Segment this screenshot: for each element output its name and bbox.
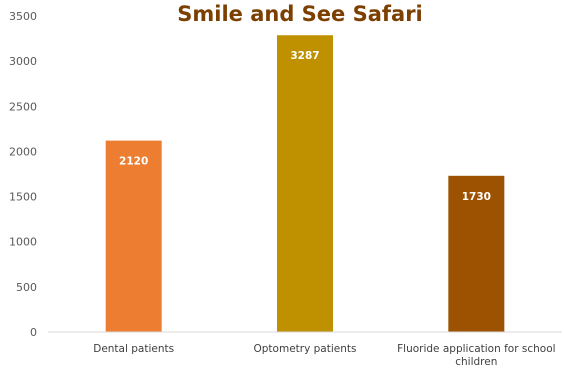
y-tick-label: 1000 — [9, 236, 37, 249]
y-tick-label: 3500 — [9, 10, 37, 23]
y-tick-label: 1500 — [9, 191, 37, 204]
bars: 2120 3287 1730 — [105, 35, 505, 332]
bar — [277, 35, 333, 332]
x-axis: Dental patients Optometry patients Fluorid… — [48, 331, 562, 368]
data-label: 3287 — [290, 50, 319, 62]
chart-title: Smile and See Safari — [177, 2, 423, 26]
data-label: 1730 — [462, 191, 491, 203]
x-tick-label: Optometry patients — [254, 343, 357, 355]
x-tick-label: Fluoride application for school — [397, 343, 555, 355]
data-label: 2120 — [119, 156, 148, 168]
x-tick-label: children — [455, 356, 497, 368]
y-tick-label: 2000 — [9, 145, 37, 158]
bar — [448, 175, 505, 332]
x-tick-label: Dental patients — [93, 343, 174, 355]
y-tick-label: 500 — [16, 281, 37, 294]
y-tick-label: 0 — [30, 326, 37, 339]
y-axis: 0 500 1000 1500 2000 2500 3000 3500 — [9, 10, 37, 339]
y-tick-label: 3000 — [9, 55, 37, 68]
y-tick-label: 2500 — [9, 100, 37, 113]
bar — [105, 140, 162, 332]
